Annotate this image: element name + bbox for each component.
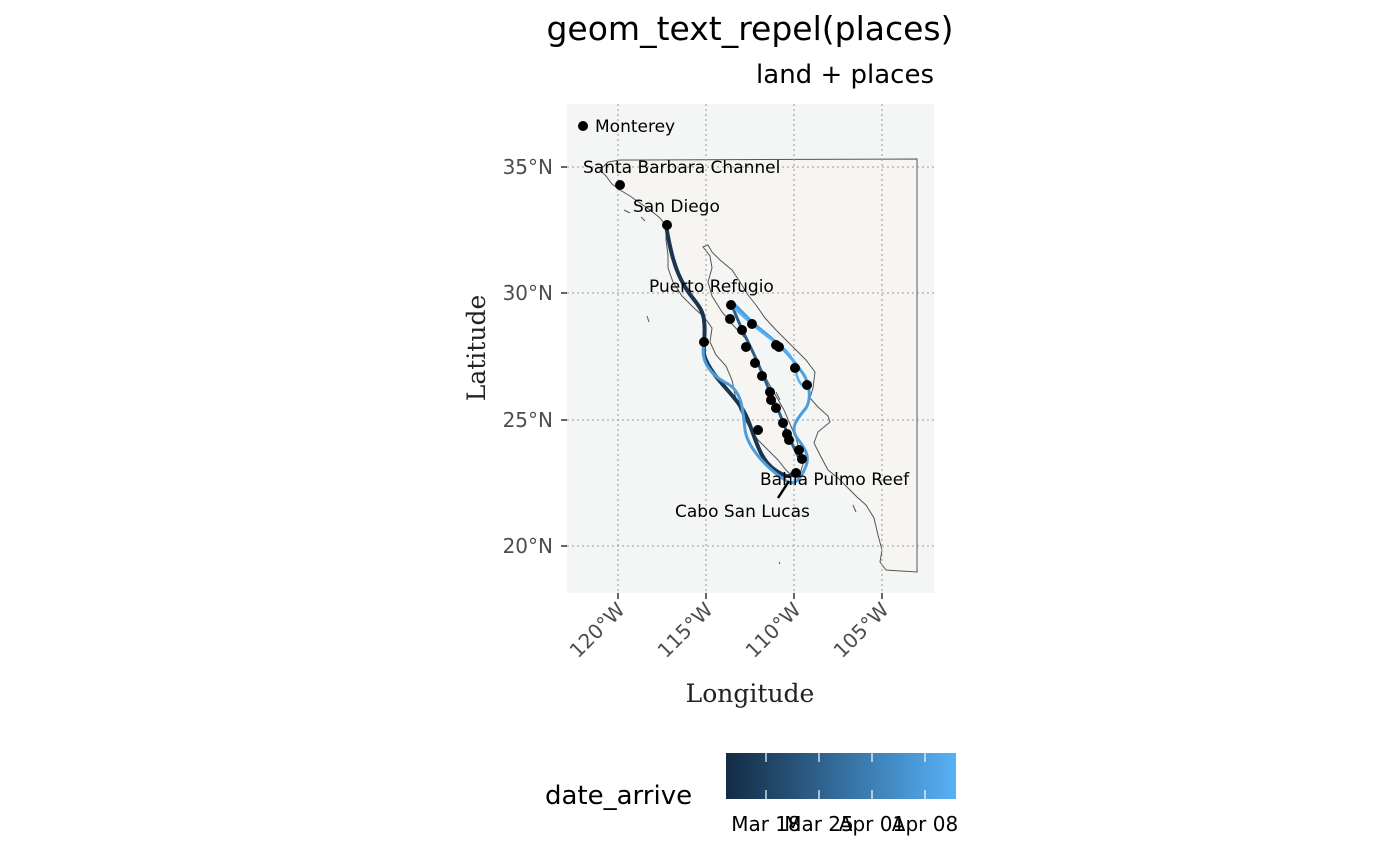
y-tick-label: 25°N	[503, 408, 553, 432]
point-san-diego	[662, 220, 672, 230]
legend-title: date_arrive	[545, 781, 692, 811]
point	[737, 325, 747, 335]
y-tick-label: 30°N	[503, 281, 553, 305]
axis-ticks	[561, 166, 883, 599]
island	[775, 391, 781, 401]
point	[778, 418, 788, 428]
legend-label: Mar 25	[784, 812, 854, 836]
x-axis-title: Longitude	[686, 679, 815, 708]
y-tick-label: 20°N	[503, 534, 553, 558]
point-puerto-refugio	[726, 300, 736, 310]
place-points	[578, 121, 812, 478]
point	[765, 387, 775, 397]
place-label: Bahía Pulmo Reef	[760, 470, 910, 490]
point	[699, 337, 709, 347]
x-tick-label: 115°W	[653, 597, 718, 662]
point	[774, 342, 784, 352]
x-tick-label: 105°W	[829, 597, 894, 662]
legend-colorbar	[726, 753, 956, 799]
place-label: Monterey	[595, 117, 675, 137]
plot-title: geom_text_repel(places)	[546, 9, 953, 48]
point	[741, 342, 751, 352]
y-tick-label: 35°N	[503, 155, 553, 179]
point	[766, 395, 776, 405]
point-monterey	[578, 121, 588, 131]
legend-label: Apr 08	[892, 812, 958, 836]
point	[771, 403, 781, 413]
point	[802, 380, 812, 390]
island	[623, 209, 631, 214]
legend-label: Apr 01	[839, 812, 905, 836]
island	[640, 216, 646, 222]
point	[747, 319, 757, 329]
place-label: San Diego	[633, 197, 720, 217]
point-pulmo	[791, 468, 801, 478]
point	[757, 371, 767, 381]
label-leader-line	[776, 480, 791, 499]
point-santa-barbara	[615, 180, 625, 190]
island	[778, 561, 781, 565]
legend-label: Mar 18	[731, 812, 801, 836]
point	[794, 445, 804, 455]
point	[790, 363, 800, 373]
x-tick-label: 120°W	[565, 597, 630, 662]
point	[725, 314, 735, 324]
plot-subtitle: land + places	[756, 60, 934, 90]
place-label: Cabo San Lucas	[675, 502, 810, 522]
place-label: Puerto Refugio	[649, 277, 774, 297]
point	[750, 358, 760, 368]
place-label: Santa Barbara Channel	[583, 158, 780, 178]
legend-ticks	[765, 753, 926, 799]
island	[646, 315, 650, 323]
point	[797, 454, 807, 464]
x-tick-label: 110°W	[741, 597, 806, 662]
island	[852, 504, 857, 513]
point	[753, 425, 763, 435]
y-axis-title: Latitude	[462, 295, 491, 402]
point	[784, 435, 794, 445]
